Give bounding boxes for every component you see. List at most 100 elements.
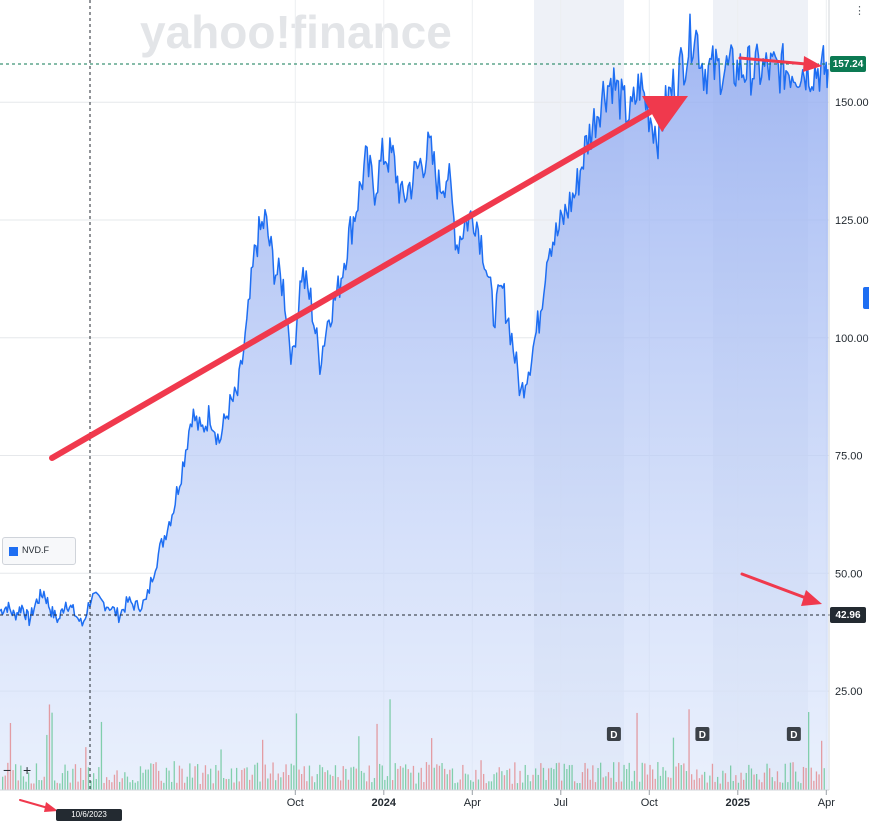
volume-bar: [160, 780, 162, 790]
volume-bar: [72, 768, 74, 790]
volume-bar: [418, 772, 420, 790]
volume-bar: [730, 765, 732, 790]
volume-bar: [43, 776, 45, 790]
volume-bar: [178, 765, 181, 790]
volume-bar: [407, 769, 409, 790]
volume-bar: [685, 771, 688, 790]
price-line[interactable]: [0, 13, 829, 627]
volume-bar: [698, 778, 701, 790]
volume-bar: [171, 781, 173, 790]
volume-bar: [277, 773, 279, 790]
volume-bar: [165, 767, 168, 790]
volume-bar: [706, 782, 708, 790]
volume-bar: [340, 780, 342, 790]
volume-bar: [420, 767, 422, 790]
volume-bar: [249, 779, 251, 790]
volume-bar: [137, 781, 139, 790]
dividend-marker-label: D: [699, 730, 706, 741]
volume-bar: [808, 712, 810, 790]
volume-bar: [236, 767, 238, 790]
dividend-markers[interactable]: DDDD: [606, 727, 869, 741]
volume-bar: [821, 740, 823, 790]
volume-bar: [438, 765, 441, 790]
y-tick-label: 150.00: [835, 97, 869, 109]
volume-bar: [454, 783, 456, 790]
volume-bar: [54, 780, 56, 790]
volume-bar: [98, 767, 100, 790]
y-axis-ticks: 25.00 50.00 75.00 100.00 125.00 150.00: [835, 97, 869, 698]
volume-bar: [813, 780, 815, 790]
volume-bar: [693, 779, 695, 790]
volume-bar: [789, 762, 792, 790]
volume-bar: [449, 769, 451, 790]
volume-bar: [290, 763, 292, 790]
side-panel-toggle[interactable]: [863, 287, 869, 309]
volume-bar: [204, 765, 207, 790]
kebab-menu-icon[interactable]: ⋮: [854, 5, 865, 17]
reference-price-badge: 42.96: [830, 607, 866, 623]
volume-bar: [626, 769, 628, 790]
volume-bar: [285, 764, 287, 790]
volume-bar: [737, 782, 740, 790]
volume-bar: [191, 777, 194, 790]
volume-bar: [199, 783, 201, 790]
volume-bar: [605, 776, 607, 790]
volume-bar: [64, 764, 66, 790]
volume-bar: [784, 763, 786, 790]
volume-bar: [688, 709, 690, 790]
volume-bar: [753, 774, 755, 790]
volume-bar: [584, 762, 586, 790]
zoom-in-button[interactable]: +: [23, 762, 32, 778]
volume-bar: [581, 772, 584, 790]
series-legend[interactable]: NVD.F: [2, 537, 76, 565]
volume-bar: [197, 764, 199, 790]
volume-bar: [233, 782, 235, 790]
volume-bar: [600, 762, 602, 790]
volume-bar: [147, 769, 149, 790]
svg-text:157.24: 157.24: [833, 59, 864, 70]
dividend-marker[interactable]: D: [606, 727, 621, 741]
volume-bar: [134, 782, 136, 790]
volume-bar: [262, 739, 264, 790]
volume-bar: [4, 775, 6, 790]
volume-bar: [558, 762, 560, 790]
volume-bar: [529, 781, 532, 790]
volume-bar: [787, 782, 789, 790]
volume-bar: [150, 763, 152, 790]
volume-bar: [275, 780, 277, 790]
volume-bar: [451, 768, 454, 790]
volume-bar: [683, 763, 685, 790]
volume-bar: [810, 767, 812, 790]
volume-bar: [631, 781, 633, 790]
volume-bar: [659, 775, 662, 790]
volume-bar: [113, 774, 116, 790]
volume-bar: [2, 776, 4, 790]
volume-bar: [672, 737, 675, 790]
volume-bar: [334, 765, 337, 790]
zoom-out-button[interactable]: −: [3, 762, 12, 778]
price-area: [0, 14, 828, 790]
volume-bar: [763, 772, 766, 790]
volume-bar: [67, 770, 69, 790]
volume-bar: [108, 779, 110, 790]
volume-bar: [446, 774, 448, 790]
volume-bar: [282, 772, 285, 790]
volume-bar: [623, 764, 625, 790]
volume-bar: [628, 762, 630, 790]
y-tick-label: 125.00: [835, 215, 869, 227]
volume-bar: [152, 763, 155, 790]
dividend-marker[interactable]: D: [695, 727, 710, 741]
volume-bar: [288, 775, 290, 790]
volume-bar: [28, 772, 30, 790]
volume-bar: [805, 767, 807, 790]
volume-bar: [87, 767, 90, 790]
date-arrow-head: [44, 802, 58, 812]
dividend-marker[interactable]: D: [786, 727, 801, 741]
volume-bar: [350, 767, 352, 790]
volume-bar: [639, 781, 641, 790]
volume-bar: [620, 781, 623, 790]
volume-bar: [321, 767, 324, 790]
volume-bar: [308, 765, 311, 790]
volume-bar: [724, 773, 727, 790]
